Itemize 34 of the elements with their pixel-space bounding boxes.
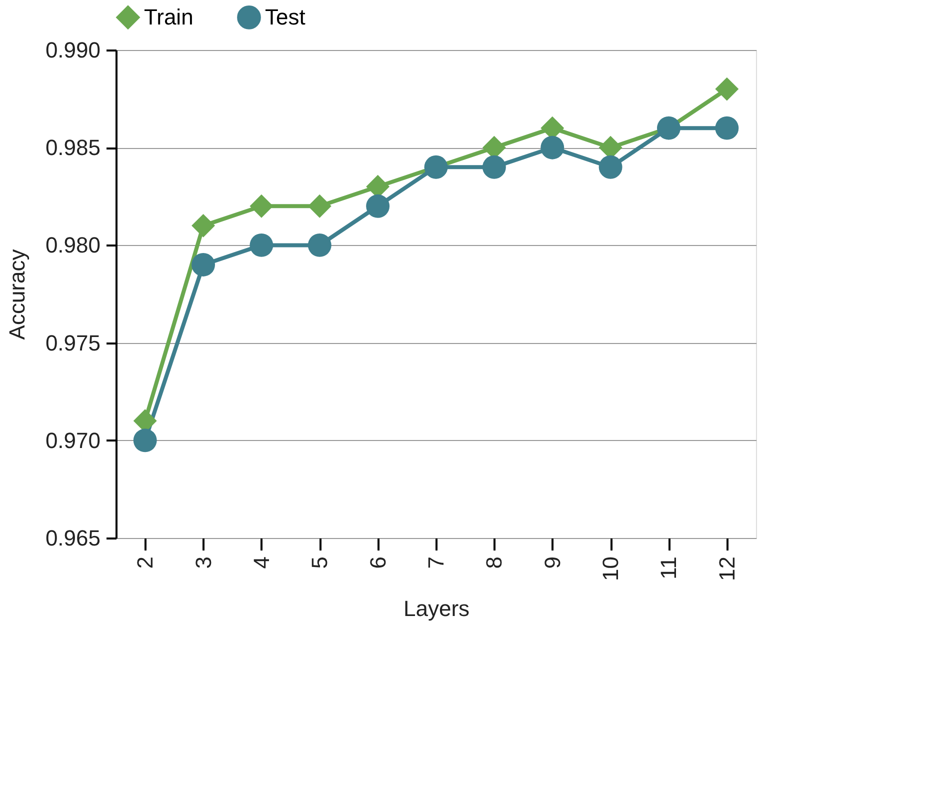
y-tick-label: 0.970 bbox=[45, 428, 100, 453]
point bbox=[715, 116, 739, 140]
y-tick-label: 0.985 bbox=[45, 135, 100, 160]
legend-label: Test bbox=[265, 4, 306, 30]
point bbox=[598, 155, 622, 179]
point bbox=[308, 194, 332, 218]
y-tick-label: 0.990 bbox=[45, 38, 100, 62]
point bbox=[133, 428, 157, 452]
x-tick-label: 6 bbox=[365, 556, 390, 569]
y-tick-label: 0.980 bbox=[45, 232, 100, 258]
point bbox=[366, 194, 390, 218]
point bbox=[308, 233, 332, 257]
x-tick-label: 12 bbox=[714, 556, 740, 581]
x-tick-label: 5 bbox=[307, 556, 332, 569]
x-tick-label: 2 bbox=[132, 556, 158, 569]
x-tick-label: 3 bbox=[190, 556, 216, 569]
x-tick-label: 10 bbox=[598, 556, 624, 581]
y-axis-title: Accuracy bbox=[4, 249, 30, 340]
point bbox=[250, 194, 274, 218]
y-tick-label: 0.965 bbox=[45, 526, 100, 550]
x-tick-label: 7 bbox=[424, 556, 448, 569]
x-tick-label: 9 bbox=[540, 556, 565, 569]
x-tick-label: 8 bbox=[482, 556, 507, 569]
y-tick-label: 0.975 bbox=[45, 330, 100, 356]
point bbox=[192, 253, 215, 276]
point bbox=[250, 233, 274, 257]
point bbox=[192, 214, 215, 238]
legend-label: Train bbox=[144, 4, 194, 30]
point bbox=[482, 155, 506, 179]
x-tick-label: 4 bbox=[248, 556, 274, 569]
point bbox=[715, 77, 739, 101]
x-tick-label: 11 bbox=[656, 556, 682, 580]
x-axis-title: Layers bbox=[403, 596, 470, 621]
point bbox=[540, 136, 564, 160]
